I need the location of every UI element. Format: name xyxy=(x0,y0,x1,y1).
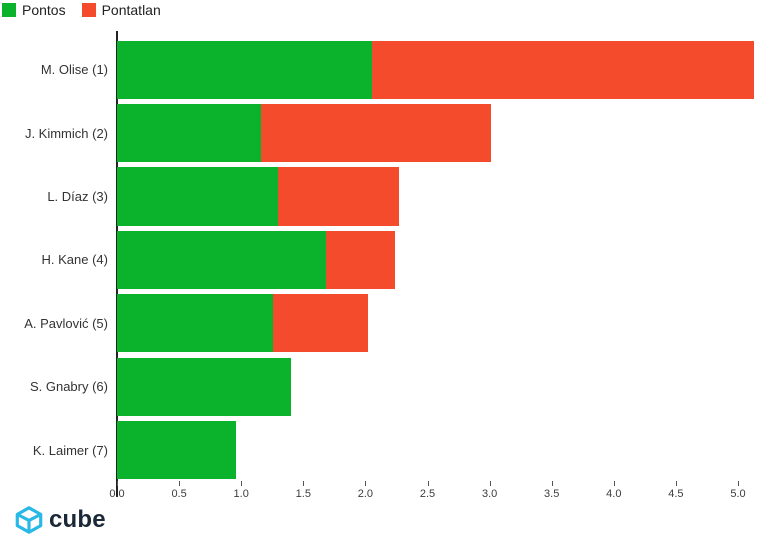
bar-segment-pontatlan xyxy=(371,40,755,99)
x-tick-label: 2.5 xyxy=(419,488,436,500)
x-tick-mark xyxy=(738,481,739,486)
x-tick-mark xyxy=(117,481,118,486)
bar-segment-pontos xyxy=(117,230,326,290)
brand-logo: cube xyxy=(14,505,106,535)
x-tick-label: 0.5 xyxy=(171,488,187,500)
category-label: M. Olise (1) xyxy=(40,62,108,78)
bar-segment-pontos xyxy=(117,420,237,480)
bar-row xyxy=(117,357,291,416)
x-tick-label: 4.0 xyxy=(606,488,622,500)
x-tick-label: 1.0 xyxy=(233,488,249,500)
bar-row xyxy=(117,40,755,99)
x-tick-label: 0.0 xyxy=(109,488,125,500)
category-label: S. Gnabry (6) xyxy=(29,379,108,395)
bar-segment-pontatlan xyxy=(273,294,368,353)
brand-logo-text: cube xyxy=(49,506,106,533)
x-tick-mark xyxy=(427,481,429,486)
category-label: A. Pavlović (5) xyxy=(24,315,108,331)
x-tick-mark xyxy=(365,481,367,486)
bar-segment-pontatlan xyxy=(325,230,396,290)
x-tick-mark xyxy=(241,481,243,486)
bar-segment-pontatlan xyxy=(261,103,491,163)
category-label: H. Kane (4) xyxy=(41,252,108,268)
legend-label: Pontatlan xyxy=(101,2,161,18)
x-tick-mark xyxy=(551,481,553,486)
category-label: L. Díaz (3) xyxy=(47,188,108,204)
legend-label: Pontos xyxy=(22,2,66,18)
x-axis: 0.0 0.5 1.0 1.5 2.0 2.5 3.0 3.5 4.0 4.5 5.0 xyxy=(0,481,770,505)
legend-item-pontatlan[interactable]: Pontatlan xyxy=(81,2,161,18)
bar-segment-pontatlan xyxy=(278,167,399,226)
x-tick-label: 3.0 xyxy=(481,488,498,500)
legend-swatch-icon xyxy=(2,3,16,17)
category-label: J. Kimmich (2) xyxy=(24,125,108,141)
x-tick-mark xyxy=(675,481,677,486)
x-tick-label: 4.5 xyxy=(668,488,684,500)
bar-row xyxy=(117,230,396,290)
category-label: K. Laimer (7) xyxy=(32,442,108,458)
x-tick-mark xyxy=(303,481,305,486)
bar-row xyxy=(117,167,399,226)
x-tick-mark xyxy=(179,481,181,486)
bar-row xyxy=(117,420,237,480)
legend-swatch-icon xyxy=(81,3,96,17)
x-tick-label: 3.5 xyxy=(544,488,560,500)
x-tick-label: 1.5 xyxy=(295,488,311,500)
x-tick-mark xyxy=(489,481,491,486)
x-tick-mark xyxy=(613,481,615,486)
bar-row xyxy=(117,103,491,163)
x-tick-label: 2.0 xyxy=(357,488,374,500)
x-tick-label: 5.0 xyxy=(730,488,746,500)
chart-legend: Pontos Pontatlan xyxy=(2,2,161,18)
bar-segment-pontos xyxy=(117,294,274,353)
bar-row xyxy=(117,294,368,353)
bar-segment-pontos xyxy=(117,357,291,416)
bar-segment-pontos xyxy=(117,103,262,163)
bar-segment-pontos xyxy=(117,40,372,99)
legend-item-pontos[interactable]: Pontos xyxy=(2,2,66,18)
cube-logo-icon xyxy=(15,506,43,534)
bar-segment-pontos xyxy=(117,167,279,226)
